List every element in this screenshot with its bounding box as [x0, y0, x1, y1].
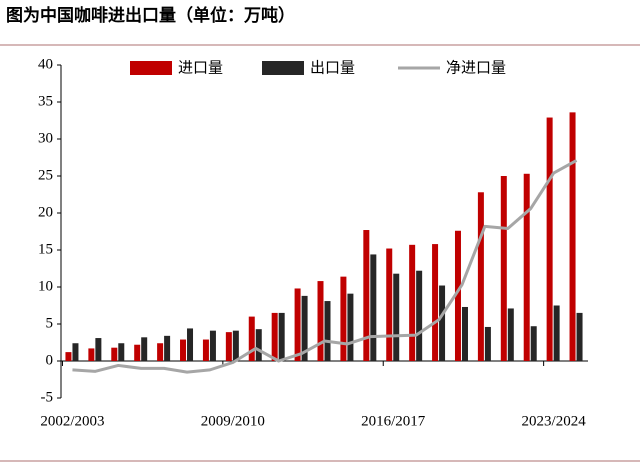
y-tick-label: 40 — [38, 56, 53, 72]
y-tick-label: 35 — [38, 93, 53, 109]
bar — [111, 347, 118, 361]
bar — [416, 270, 423, 361]
bar — [157, 343, 164, 361]
x-tick-label: 2009/2010 — [201, 413, 265, 429]
bar — [301, 295, 308, 361]
bar — [118, 343, 125, 361]
y-tick-label: 20 — [38, 204, 53, 220]
x-tick-label: 2016/2017 — [361, 413, 426, 429]
bar — [180, 339, 187, 361]
legend-label: 出口量 — [310, 59, 355, 77]
x-tick-label: 2002/2003 — [40, 413, 104, 429]
bar — [65, 352, 72, 361]
bar — [88, 348, 95, 361]
bar — [248, 316, 255, 361]
bar — [202, 339, 209, 361]
chart-title: 图为中国咖啡进出口量（单位：万吨） — [6, 5, 295, 26]
bar — [141, 337, 148, 361]
bar — [225, 332, 232, 361]
bar — [317, 281, 324, 361]
bar — [393, 273, 400, 361]
bar — [324, 301, 331, 361]
bar — [439, 285, 446, 361]
bar — [454, 230, 461, 361]
bar — [500, 176, 507, 361]
bar — [363, 230, 370, 361]
bar — [209, 330, 216, 361]
bar — [95, 338, 102, 361]
bar — [432, 244, 439, 361]
y-tick-label: 30 — [38, 130, 53, 146]
bar — [370, 254, 377, 361]
bar — [294, 288, 301, 361]
bar — [340, 276, 347, 361]
legend-label: 净进口量 — [446, 59, 506, 77]
bar — [271, 312, 278, 361]
y-tick-label: 5 — [46, 315, 54, 331]
bar — [386, 248, 393, 361]
bar — [409, 244, 416, 361]
legend-label: 进口量 — [178, 59, 223, 77]
bar — [278, 312, 285, 361]
y-tick-label: 10 — [38, 278, 53, 294]
bar — [546, 117, 553, 361]
legend-swatch — [262, 61, 304, 75]
legend-swatch — [130, 61, 172, 75]
bar — [255, 329, 262, 361]
bar — [523, 173, 530, 361]
bar — [484, 326, 491, 361]
bar — [347, 293, 354, 361]
bar — [477, 192, 484, 361]
y-tick-label: 0 — [46, 352, 54, 368]
bar — [569, 112, 576, 361]
bar — [72, 343, 79, 361]
bar — [232, 330, 239, 361]
bar — [187, 328, 194, 361]
y-tick-label: 25 — [38, 167, 53, 183]
bar — [164, 335, 171, 361]
y-tick-label: 15 — [38, 241, 53, 257]
bar — [553, 305, 560, 361]
y-tick-label: -5 — [41, 389, 54, 405]
line — [72, 159, 578, 374]
bar — [576, 312, 583, 361]
bar — [134, 344, 141, 361]
bar — [461, 306, 468, 361]
x-tick-label: 2023/2024 — [522, 413, 587, 429]
bar — [507, 308, 514, 361]
bar — [530, 326, 537, 361]
